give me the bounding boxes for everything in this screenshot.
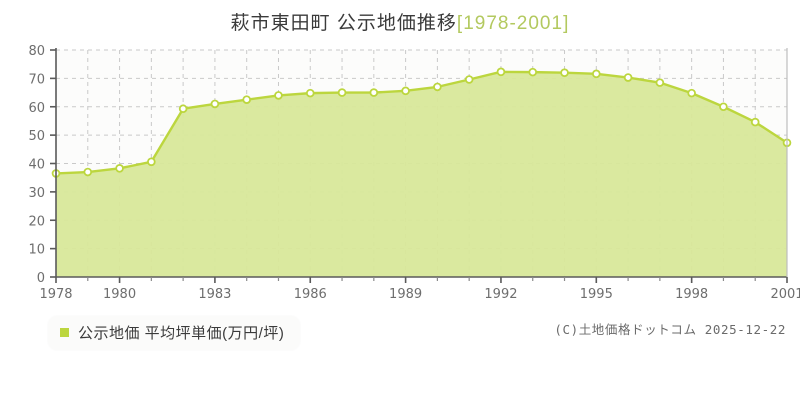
data-point-marker [83,167,93,177]
data-point-marker [528,67,538,77]
data-point-marker [496,67,506,77]
data-point-marker [464,75,474,84]
data-point-marker [433,82,442,92]
data-point-marker [305,88,315,98]
series-line [54,70,789,175]
x-axis-tick-label: 1992 [484,287,517,302]
legend-label: 公示地価 平均坪単価(万円/坪) [78,325,285,342]
y-axis-tick-label: 60 [28,101,45,116]
data-point-marker [592,69,601,79]
y-axis-tick-label: 50 [28,129,45,144]
y-axis-tick-label: 0 [37,271,45,286]
data-point-marker [242,95,251,104]
data-point-marker [401,86,410,96]
x-axis-tick-label: 1986 [294,287,327,302]
x-axis-tick-label: 1983 [198,287,231,302]
y-axis-tick-label: 30 [28,186,45,201]
series-area-fill [56,71,787,277]
data-point-marker [655,78,665,87]
legend-swatch-icon [60,328,69,337]
title-year-range: [1978-2001] [456,13,570,34]
title-text: 萩市東田町 公示地価推移 [230,13,457,34]
x-axis-tick-label: 1978 [39,287,72,302]
data-point-marker [719,102,728,112]
data-point-marker [369,88,379,97]
data-point-marker [274,91,283,100]
y-axis-tick-label: 20 [28,214,45,229]
x-axis-tick-label: 2001 [770,287,800,302]
y-axis-tick-label: 40 [28,158,45,173]
y-axis-tick-label: 10 [28,243,45,258]
data-point-marker [623,73,633,82]
data-point-marker [147,157,156,167]
data-point-marker [178,104,188,114]
page-title: 萩市東田町 公示地価推移[1978-2001] [0,8,800,35]
y-axis-tick-label: 80 [28,44,45,59]
x-axis-tick-label: 1980 [103,287,136,302]
x-axis-tick-label: 1998 [675,287,708,302]
x-axis-tick-label: 1989 [389,287,422,302]
data-point-marker [560,68,569,77]
chart-legend: 公示地価 平均坪単価(万円/坪) [48,316,301,350]
data-point-marker [210,99,220,109]
data-point-marker [337,88,347,97]
data-point-marker [750,117,760,127]
data-point-marker [687,88,696,98]
x-axis-tick-label: 1995 [580,287,613,302]
data-point-marker [115,164,124,173]
copyright-credit: (C)土地価格ドットコム 2025-12-22 [554,322,786,337]
y-axis-tick-label: 70 [28,72,45,87]
